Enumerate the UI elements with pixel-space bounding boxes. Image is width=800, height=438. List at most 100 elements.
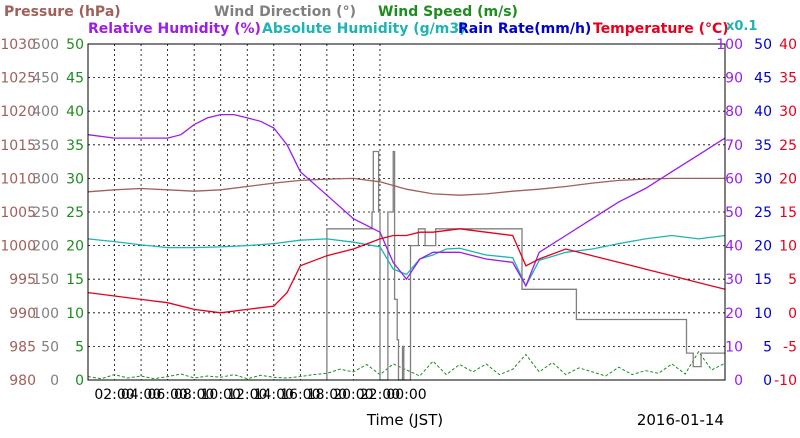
wind-speed-tick: 20 — [66, 239, 84, 255]
pressure-tick: 980 — [9, 373, 36, 389]
wind-direction-tick: 250 — [32, 205, 59, 221]
series-line-relative-humidity — [87, 113, 726, 288]
legend-entry: Absolute Humidity (g/m3) — [262, 21, 465, 37]
pressure-tick: 1030 — [0, 37, 36, 53]
relative-humidity-tick: 90 — [725, 71, 743, 87]
wind-direction-tick: 350 — [32, 138, 59, 154]
rain-rate-tick: 50 — [754, 37, 772, 53]
legend-entry: Relative Humidity (%) — [88, 21, 261, 37]
rain-rate-tick: 15 — [754, 272, 772, 288]
pressure-tick: 1000 — [0, 239, 36, 255]
wind-direction-tick: 150 — [32, 272, 59, 288]
relative-humidity-tick: 100 — [716, 37, 743, 53]
relative-humidity-tick: 60 — [725, 171, 743, 187]
relative-humidity-tick: 40 — [725, 239, 743, 255]
wind-direction-tick: 0 — [50, 373, 59, 389]
temperature-tick: 20 — [779, 171, 797, 187]
series-line-temperature-c — [87, 228, 726, 314]
temperature-tick: 15 — [779, 205, 797, 221]
pressure-tick: 1020 — [0, 104, 36, 120]
series-line-pressure-hpa — [87, 177, 725, 196]
x-tick-label: 12:00 — [227, 387, 267, 403]
wind-speed-tick: 40 — [66, 104, 84, 120]
wind-speed-tick: 25 — [66, 205, 84, 221]
wind-direction-tick: 100 — [32, 306, 59, 322]
series-line-wind-direction — [326, 150, 725, 381]
x-tick-label: 20:00 — [333, 387, 373, 403]
temperature-tick: 5 — [788, 272, 797, 288]
rain-rate-tick: 0 — [763, 373, 772, 389]
pressure-tick: 1005 — [0, 205, 36, 221]
rain-rate-tick: 35 — [754, 138, 772, 154]
legend: Pressure (hPa) Wind Direction (°) Wind Spe… — [4, 4, 729, 37]
x-tick-label: 10:00 — [201, 387, 241, 403]
wind-speed-tick: 35 — [66, 138, 84, 154]
wind-direction-tick: 200 — [32, 239, 59, 255]
legend-entry: Wind Speed (m/s) — [378, 4, 518, 20]
temperature-tick: 0 — [788, 306, 797, 322]
wind-speed-tick: 50 — [66, 37, 84, 53]
rain-rate-tick: 45 — [754, 71, 772, 87]
x-tick-label: 14:00 — [254, 387, 294, 403]
relative-humidity-tick: 0 — [734, 373, 743, 389]
relative-humidity-tick: 80 — [725, 104, 743, 120]
rain-rate-tick: 5 — [763, 339, 772, 355]
wind-speed-tick: 0 — [75, 373, 84, 389]
relative-humidity-tick: 70 — [725, 138, 743, 154]
wind-direction-tick: 300 — [32, 171, 59, 187]
temperature-tick: -10 — [774, 373, 797, 389]
rain-rate-tick: 30 — [754, 171, 772, 187]
x-tick-label: 08:00 — [174, 387, 214, 403]
temperature-tick: 25 — [779, 138, 797, 154]
wind-speed-tick: 30 — [66, 171, 84, 187]
wind-direction-tick: 450 — [32, 71, 59, 87]
x-axis-label: Time (JST) — [366, 411, 443, 429]
series-line-wind-speed-m-s — [87, 350, 726, 380]
x-tick-label: 04:00 — [121, 387, 161, 403]
legend-entry: Wind Direction (°) — [214, 4, 356, 20]
rain-rate-tick: 40 — [754, 104, 772, 120]
pressure-tick: 1015 — [0, 138, 36, 154]
x-tick-label: 02:00 — [94, 387, 134, 403]
series-layer — [87, 113, 726, 381]
pressure-tick: 990 — [9, 306, 36, 322]
relative-humidity-tick: 30 — [725, 272, 743, 288]
legend-entry: Temperature (°C) — [593, 21, 729, 37]
relative-humidity-tick: 50 — [725, 205, 743, 221]
wind-speed-tick: 45 — [66, 71, 84, 87]
wind-speed-tick: 10 — [66, 306, 84, 322]
temperature-tick: 35 — [779, 71, 797, 87]
x-tick-label: 16:00 — [280, 387, 320, 403]
pressure-tick: 985 — [9, 339, 36, 355]
legend-entry: Pressure (hPa) — [4, 4, 121, 20]
date-label: 2016-01-14 — [637, 411, 724, 429]
temperature-tick: -5 — [783, 339, 797, 355]
wind-direction-tick: 500 — [32, 37, 59, 53]
relative-humidity-tick: 20 — [725, 306, 743, 322]
temperature-tick: 40 — [779, 37, 797, 53]
x-tick-label: 00:00 — [386, 387, 426, 403]
plot-frame — [87, 43, 726, 381]
x-tick-label: 18:00 — [307, 387, 347, 403]
temperature-tick: 30 — [779, 104, 797, 120]
wind-direction-tick: 400 — [32, 104, 59, 120]
pressure-tick: 1010 — [0, 171, 36, 187]
x-tick-label: 06:00 — [147, 387, 187, 403]
wind-direction-tick: 50 — [41, 339, 59, 355]
pressure-tick: 1025 — [0, 71, 36, 87]
rain-rate-tick: 20 — [754, 239, 772, 255]
plot-grid — [88, 44, 725, 380]
rain-rate-tick: 25 — [754, 205, 772, 221]
temperature-tick: 10 — [779, 239, 797, 255]
legend-entry: Rain Rate(mm/h) — [458, 21, 591, 37]
relative-humidity-tick: 10 — [725, 339, 743, 355]
rain-rate-tick: 10 — [754, 306, 772, 322]
pressure-tick: 995 — [9, 272, 36, 288]
x-tick-label: 22:00 — [360, 387, 400, 403]
wind-speed-tick: 15 — [66, 272, 84, 288]
wind-speed-tick: 5 — [75, 339, 84, 355]
multiplier-note: x0.1 — [726, 19, 757, 34]
x-tick-labels: 02:0004:0006:0008:0010:0012:0014:0016:00… — [94, 387, 426, 403]
